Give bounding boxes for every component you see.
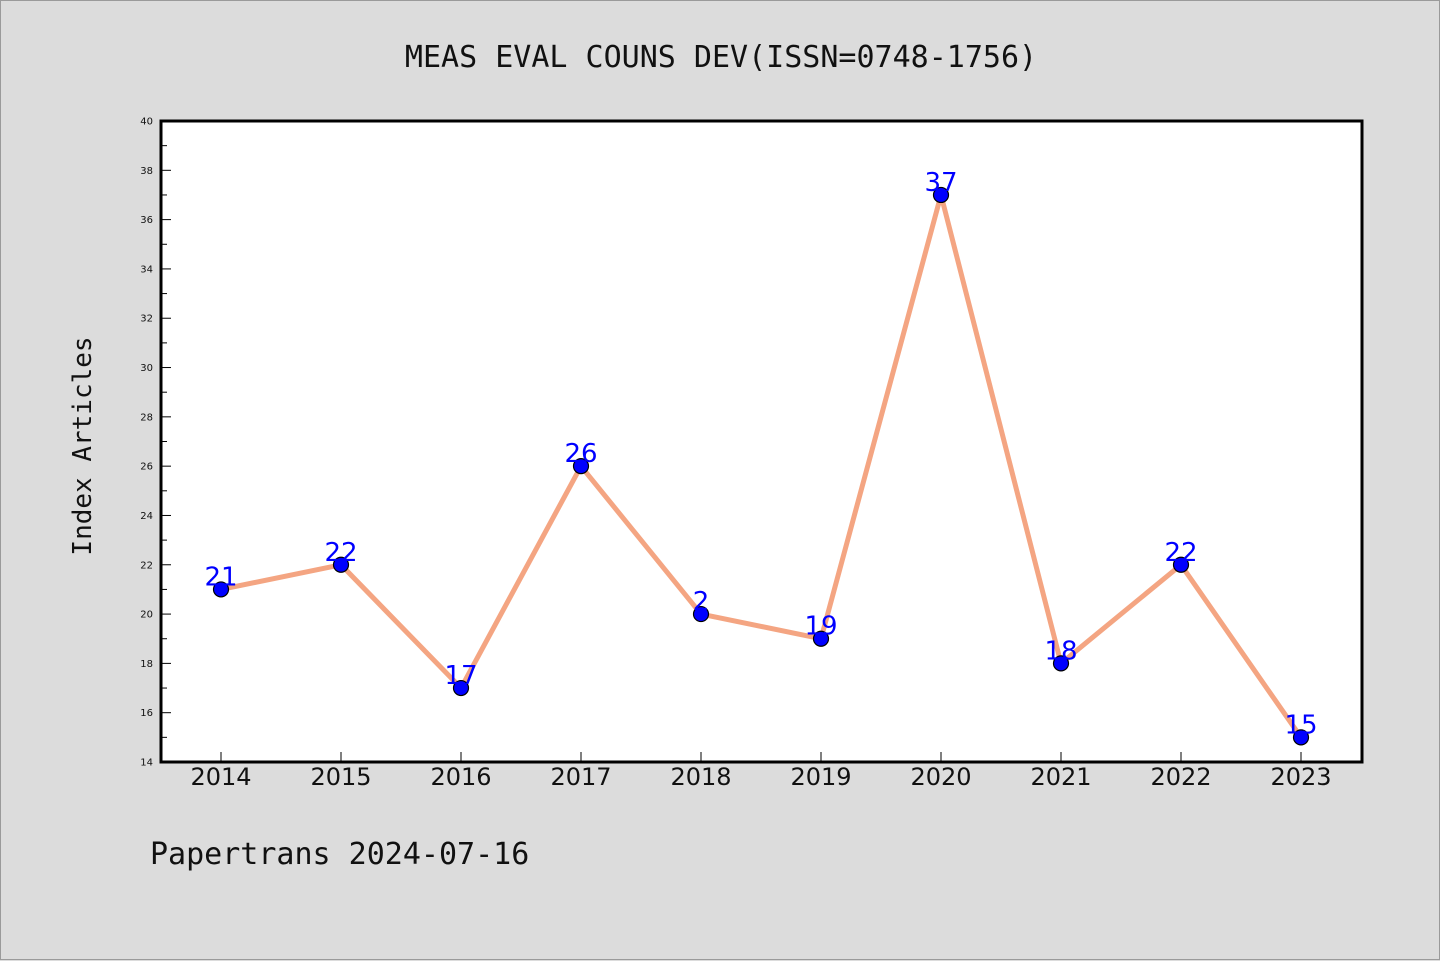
data-point-marker	[572, 458, 590, 475]
x-tick-label: 2016	[430, 763, 491, 791]
data-point-marker	[692, 605, 710, 623]
x-tick-label: 2019	[790, 763, 851, 791]
chart-title: MEAS EVAL COUNS DEV(ISSN=0748-1756)	[405, 40, 1037, 75]
data-label: 15	[1284, 710, 1317, 740]
data-label: 18	[1044, 636, 1077, 666]
data-label: 37	[924, 168, 957, 198]
y-tick-label: 30	[140, 363, 153, 374]
y-tick-label: 40	[140, 117, 153, 128]
data-point-marker	[212, 581, 230, 598]
data-label: 19	[804, 612, 837, 642]
y-tick-label: 36	[140, 215, 153, 226]
x-tick-label: 2014	[190, 763, 251, 791]
data-label: 21	[204, 562, 237, 592]
y-tick-label: 24	[140, 511, 153, 522]
series-line-group	[218, 192, 1304, 740]
series-markers-group	[212, 186, 1310, 746]
x-axis-ticks: 2014 2015 2016 2017 2018 2019 2020 2021 2022 2023	[190, 752, 1332, 791]
y-tick-label: 22	[140, 560, 153, 571]
y-tick-label: 14	[140, 758, 153, 769]
data-label: 2	[693, 587, 710, 617]
data-labels-group: 21 22 17 26 2 19 37 18 22 15	[204, 168, 1317, 740]
plot-frame	[159, 119, 1364, 764]
x-tick-label: 2022	[1150, 763, 1211, 791]
y-tick-label: 34	[140, 264, 153, 275]
data-point-marker	[1052, 655, 1070, 672]
data-label: 22	[1164, 538, 1197, 568]
y-tick-label: 32	[140, 314, 153, 325]
y-tick-label: 18	[140, 659, 153, 670]
y-axis-ticks: 14 16 18 20 22 24 26 28 30 32 34 36 38 40	[140, 117, 171, 769]
y-axis-label: Index Articles	[68, 336, 98, 555]
plot-area	[161, 121, 1362, 762]
data-point-marker	[452, 679, 470, 697]
footer-watermark: Papertrans 2024-07-16	[150, 837, 529, 872]
data-label: 17	[444, 661, 477, 691]
x-tick-label: 2015	[310, 763, 371, 791]
x-tick-label: 2018	[670, 763, 731, 791]
y-tick-label: 28	[140, 412, 153, 423]
series-line	[218, 192, 1304, 740]
data-point-marker	[1292, 729, 1310, 746]
y-tick-label: 20	[140, 610, 153, 621]
data-point-marker	[332, 556, 350, 573]
x-tick-label: 2020	[910, 763, 971, 791]
x-tick-label: 2017	[550, 763, 611, 791]
data-label: 26	[564, 439, 597, 469]
data-label: 22	[324, 538, 357, 568]
x-tick-label: 2021	[1030, 763, 1091, 791]
y-tick-label: 16	[140, 708, 153, 719]
y-tick-label: 26	[140, 462, 153, 473]
x-tick-label: 2023	[1270, 763, 1331, 791]
y-tick-label: 38	[140, 166, 153, 177]
data-point-marker	[1172, 556, 1190, 573]
data-point-marker	[932, 186, 950, 204]
data-point-marker	[812, 630, 830, 647]
